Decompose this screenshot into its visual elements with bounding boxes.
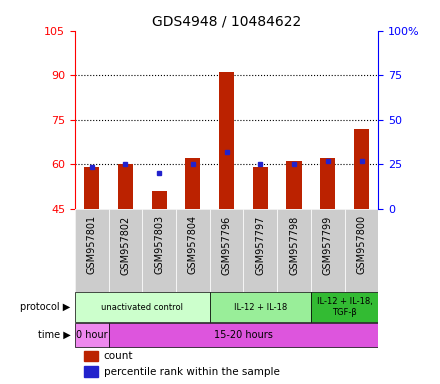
Bar (109, 323, 378, 347)
Bar (75, 323, 109, 347)
Bar (109, 209, 142, 292)
Bar (345, 209, 378, 292)
Text: GSM957803: GSM957803 (154, 215, 164, 275)
Text: percentile rank within the sample: percentile rank within the sample (104, 367, 279, 377)
Text: GSM957798: GSM957798 (289, 215, 299, 275)
Bar (311, 292, 378, 322)
Text: IL-12 + IL-18: IL-12 + IL-18 (234, 303, 287, 312)
Bar (75, 209, 109, 292)
Bar (185, 158, 201, 209)
Text: 0 hour: 0 hour (76, 330, 107, 340)
Text: count: count (104, 351, 133, 361)
Text: GSM957801: GSM957801 (87, 215, 97, 275)
Text: GSM957796: GSM957796 (222, 215, 231, 275)
Bar (354, 129, 369, 209)
Title: GDS4948 / 10484622: GDS4948 / 10484622 (152, 14, 301, 28)
Bar (320, 158, 335, 209)
Bar (219, 72, 234, 209)
Text: GSM957797: GSM957797 (255, 215, 265, 275)
Bar (84, 351, 98, 361)
Text: protocol ▶: protocol ▶ (20, 302, 70, 312)
Text: GSM957800: GSM957800 (356, 215, 367, 275)
Bar (176, 209, 210, 292)
Text: IL-12 + IL-18,
TGF-β: IL-12 + IL-18, TGF-β (317, 298, 373, 317)
Text: time ▶: time ▶ (38, 330, 70, 340)
Text: unactivated control: unactivated control (101, 303, 183, 312)
Bar (151, 191, 167, 209)
Text: GSM957799: GSM957799 (323, 215, 333, 275)
Bar (142, 209, 176, 292)
Bar (210, 292, 311, 322)
Bar (118, 164, 133, 209)
Text: 15-20 hours: 15-20 hours (214, 330, 273, 340)
Bar (311, 209, 345, 292)
Bar (253, 167, 268, 209)
Bar (84, 167, 99, 209)
Bar (277, 209, 311, 292)
Bar (210, 209, 243, 292)
Text: GSM957802: GSM957802 (121, 215, 130, 275)
Text: GSM957804: GSM957804 (188, 215, 198, 275)
Bar (84, 366, 98, 377)
Bar (75, 292, 210, 322)
Bar (243, 209, 277, 292)
Bar (286, 161, 302, 209)
